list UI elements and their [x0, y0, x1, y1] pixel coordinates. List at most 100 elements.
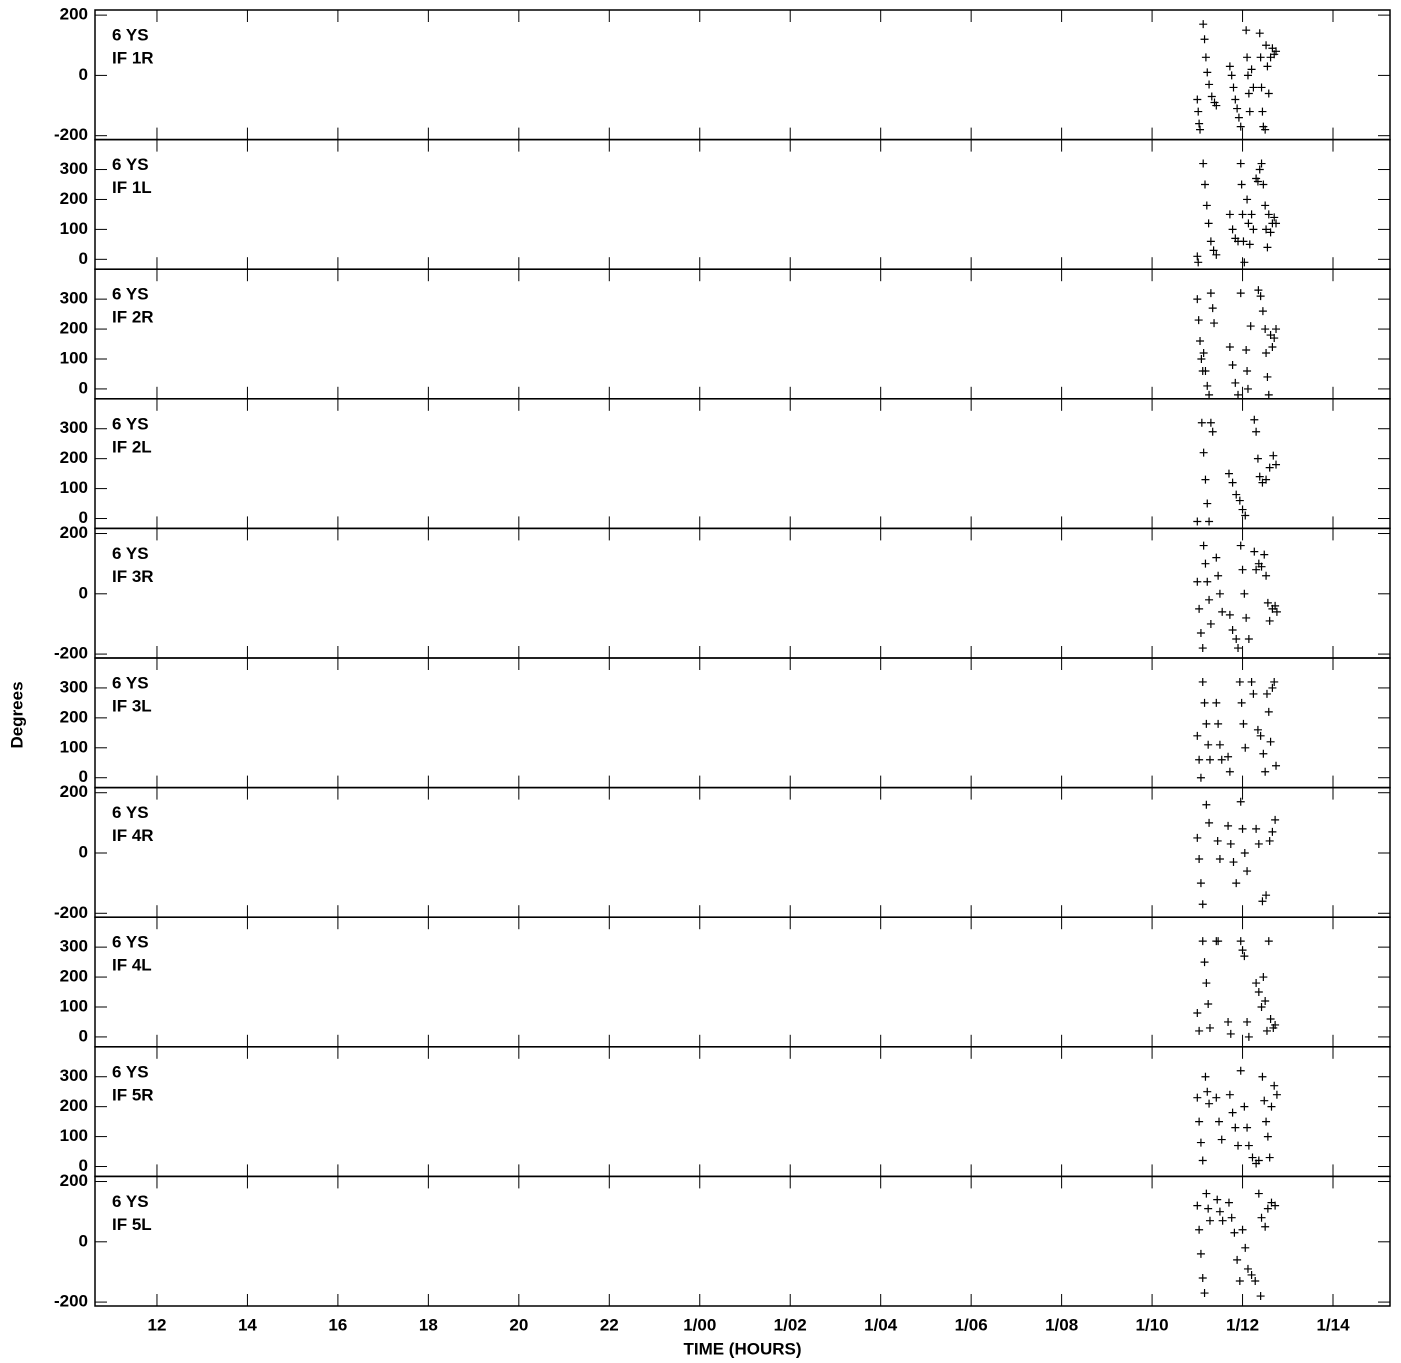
y-tick-label: 300	[60, 418, 88, 437]
data-point	[1224, 821, 1233, 830]
data-point	[1242, 613, 1251, 622]
y-tick-label: 200	[60, 967, 88, 986]
data-point	[1198, 1273, 1207, 1282]
data-point	[1243, 1017, 1252, 1026]
data-point	[1205, 1216, 1214, 1225]
panel-frame	[94, 1046, 1391, 1178]
data-point	[1228, 478, 1237, 487]
data-point	[1261, 767, 1270, 776]
panel-frame	[94, 916, 1391, 1048]
data-point	[1193, 295, 1202, 304]
x-tick-label: 12	[148, 1315, 167, 1334]
data-point	[1205, 595, 1214, 604]
data-point	[1248, 1153, 1257, 1162]
data-point	[1271, 1201, 1280, 1210]
data-point	[1195, 1026, 1204, 1035]
data-point	[1264, 210, 1273, 219]
data-point	[1203, 381, 1212, 390]
data-point	[1240, 589, 1249, 598]
data-point	[1200, 698, 1209, 707]
y-tick-label: 0	[79, 583, 88, 602]
data-point	[1201, 180, 1209, 189]
data-point	[1212, 101, 1221, 110]
x-tick-label: 1/04	[864, 1315, 898, 1334]
data-point	[1194, 258, 1203, 267]
data-point	[1198, 644, 1207, 653]
data-point	[1237, 698, 1246, 707]
data-point	[1226, 839, 1235, 848]
data-point	[1262, 41, 1271, 50]
data-point	[1202, 201, 1211, 210]
data-point	[1234, 390, 1243, 399]
data-point	[1255, 29, 1264, 38]
data-point	[1234, 113, 1243, 122]
data-point	[1217, 1135, 1226, 1144]
data-point	[1205, 1023, 1214, 1032]
data-point	[1258, 307, 1267, 316]
panel-frame	[94, 786, 1391, 918]
data-point	[1260, 1096, 1269, 1105]
data-point	[1271, 601, 1280, 610]
data-point	[1255, 165, 1264, 174]
data-point	[1204, 740, 1213, 749]
panel-label: 6 YS	[112, 285, 149, 304]
data-point	[1253, 454, 1262, 463]
y-tick-label: 200	[60, 448, 88, 467]
data-point	[1193, 731, 1202, 740]
data-point	[1236, 289, 1245, 298]
data-point	[1206, 418, 1215, 427]
data-point	[1224, 1017, 1233, 1026]
y-tick-label: -200	[54, 1292, 88, 1311]
panel-label: IF 4R	[112, 826, 154, 845]
data-point	[1230, 1228, 1239, 1237]
data-point	[1254, 839, 1263, 848]
data-point	[1240, 952, 1249, 961]
data-point	[1194, 316, 1203, 325]
y-tick-label: 0	[79, 508, 88, 527]
data-point	[1205, 80, 1214, 89]
data-point	[1271, 1020, 1280, 1029]
data-point	[1251, 1276, 1260, 1285]
data-point	[1254, 286, 1263, 295]
data-point	[1231, 1123, 1240, 1132]
data-point	[1264, 707, 1273, 716]
data-point	[1225, 62, 1234, 71]
data-point	[1263, 598, 1272, 607]
panel-frame	[94, 398, 1391, 530]
data-point	[1244, 1032, 1253, 1041]
data-point	[1212, 698, 1221, 707]
data-point	[1200, 1289, 1209, 1298]
data-point	[1246, 322, 1255, 331]
data-point	[1238, 824, 1247, 833]
x-tick-label: 1/02	[774, 1315, 807, 1334]
panel-label: IF 2L	[112, 437, 152, 456]
y-tick-label: 0	[79, 767, 88, 786]
data-point	[1218, 1216, 1227, 1225]
data-point	[1238, 1225, 1247, 1234]
data-point	[1204, 219, 1213, 228]
panel-frame	[94, 138, 1391, 270]
data-point	[1206, 237, 1215, 246]
data-point	[1262, 1026, 1271, 1035]
data-point	[1205, 1099, 1214, 1108]
data-point	[1212, 1093, 1221, 1102]
data-point	[1269, 451, 1278, 460]
data-point	[1242, 346, 1251, 355]
data-point	[1259, 973, 1268, 982]
x-tick-label: 14	[238, 1315, 257, 1334]
data-point	[1261, 325, 1270, 334]
x-axis-label: TIME (HOURS)	[683, 1339, 801, 1358]
data-point	[1203, 1087, 1212, 1096]
data-point	[1199, 159, 1208, 168]
data-point	[1249, 689, 1258, 698]
data-point	[1264, 89, 1273, 98]
data-point	[1214, 719, 1223, 728]
panel-label: IF 5R	[112, 1085, 154, 1104]
data-point	[1206, 619, 1215, 628]
data-point	[1262, 571, 1271, 580]
data-point	[1228, 225, 1237, 234]
data-point	[1253, 177, 1262, 186]
y-tick-label: 100	[60, 1126, 88, 1145]
data-point	[1233, 104, 1242, 113]
data-point	[1235, 496, 1244, 505]
